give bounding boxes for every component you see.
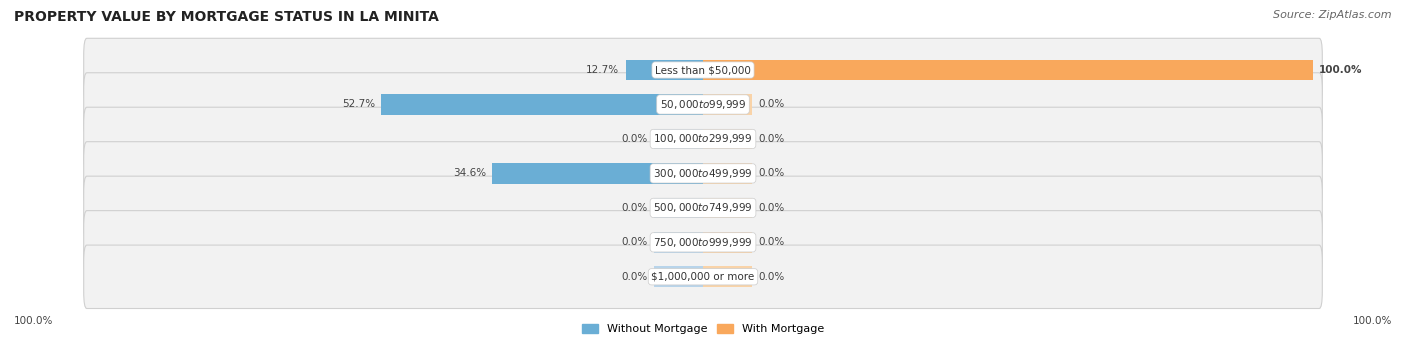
Text: $300,000 to $499,999: $300,000 to $499,999	[654, 167, 752, 180]
Text: 0.0%: 0.0%	[758, 272, 785, 282]
Text: 34.6%: 34.6%	[453, 168, 486, 179]
Text: 100.0%: 100.0%	[1353, 317, 1392, 326]
Legend: Without Mortgage, With Mortgage: Without Mortgage, With Mortgage	[578, 320, 828, 339]
Text: $100,000 to $299,999: $100,000 to $299,999	[654, 133, 752, 146]
Text: PROPERTY VALUE BY MORTGAGE STATUS IN LA MINITA: PROPERTY VALUE BY MORTGAGE STATUS IN LA …	[14, 10, 439, 24]
Text: $50,000 to $99,999: $50,000 to $99,999	[659, 98, 747, 111]
Text: 100.0%: 100.0%	[14, 317, 53, 326]
FancyBboxPatch shape	[84, 210, 1322, 274]
Text: 100.0%: 100.0%	[1319, 65, 1362, 75]
FancyBboxPatch shape	[84, 245, 1322, 308]
Text: Less than $50,000: Less than $50,000	[655, 65, 751, 75]
Bar	[654, 267, 703, 287]
Text: 0.0%: 0.0%	[758, 134, 785, 144]
Bar	[703, 232, 752, 253]
Text: 12.7%: 12.7%	[586, 65, 620, 75]
Bar	[703, 129, 752, 149]
Text: 0.0%: 0.0%	[621, 272, 648, 282]
Bar	[654, 198, 703, 218]
FancyBboxPatch shape	[84, 38, 1322, 102]
Text: $500,000 to $749,999: $500,000 to $749,999	[654, 201, 752, 214]
Text: 0.0%: 0.0%	[621, 134, 648, 144]
Bar	[703, 198, 752, 218]
Bar	[381, 94, 703, 115]
Text: $1,000,000 or more: $1,000,000 or more	[651, 272, 755, 282]
Text: $750,000 to $999,999: $750,000 to $999,999	[654, 236, 752, 249]
Text: 52.7%: 52.7%	[342, 100, 375, 109]
Text: 0.0%: 0.0%	[758, 100, 785, 109]
Bar	[703, 59, 1313, 80]
FancyBboxPatch shape	[84, 73, 1322, 136]
Text: 0.0%: 0.0%	[758, 168, 785, 179]
Bar	[703, 163, 752, 184]
Text: Source: ZipAtlas.com: Source: ZipAtlas.com	[1274, 10, 1392, 20]
Bar	[654, 232, 703, 253]
Bar	[492, 163, 703, 184]
Text: 0.0%: 0.0%	[758, 237, 785, 247]
Text: 0.0%: 0.0%	[758, 203, 785, 213]
Bar	[703, 267, 752, 287]
Bar	[654, 129, 703, 149]
FancyBboxPatch shape	[84, 142, 1322, 205]
FancyBboxPatch shape	[84, 176, 1322, 240]
Bar	[703, 94, 752, 115]
Text: 0.0%: 0.0%	[621, 203, 648, 213]
Bar	[626, 59, 703, 80]
Text: 0.0%: 0.0%	[621, 237, 648, 247]
FancyBboxPatch shape	[84, 107, 1322, 171]
